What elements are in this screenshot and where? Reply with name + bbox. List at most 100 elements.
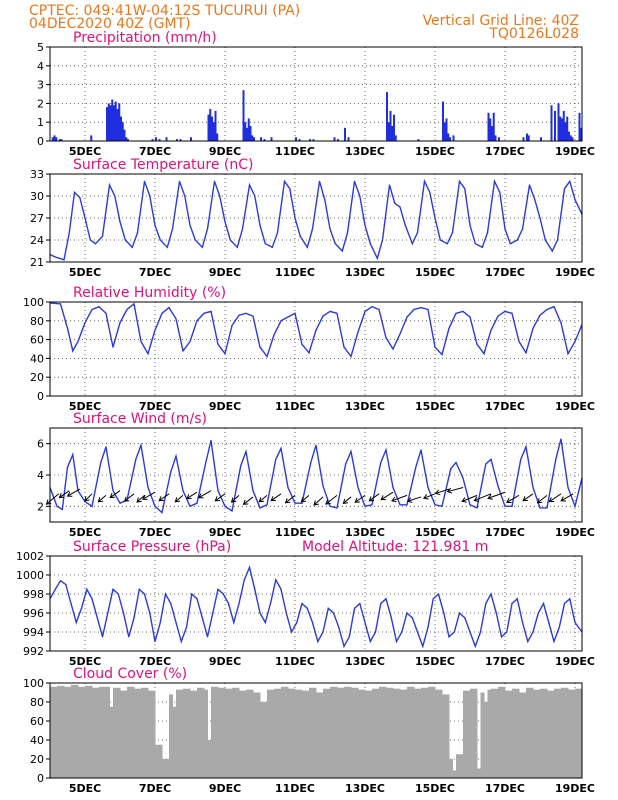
data-bar <box>155 744 163 778</box>
x-tick-label: 11DEC <box>275 400 315 413</box>
panel-annotation: Model Altitude: 121.981 m <box>302 539 488 555</box>
data-bar <box>260 702 268 778</box>
y-tick-label: 60 <box>30 334 44 347</box>
data-point <box>77 340 79 343</box>
data-point <box>569 180 571 182</box>
data-point <box>154 224 156 226</box>
data-point <box>341 250 343 252</box>
data-point <box>534 199 536 201</box>
data-point <box>343 346 345 348</box>
data-point <box>290 631 293 633</box>
wind-arrow-head <box>536 498 543 504</box>
data-point <box>427 626 429 628</box>
wind-arrow <box>46 493 60 505</box>
data-point <box>432 598 434 600</box>
data-point <box>245 450 247 453</box>
data-point <box>175 455 177 457</box>
data-bar <box>323 688 331 778</box>
data-bar <box>92 687 100 778</box>
data-point <box>159 621 161 624</box>
data-series-line <box>49 565 583 649</box>
data-bar <box>113 687 121 778</box>
data-point <box>189 505 191 507</box>
panel-6: Cloud Cover (%) 0 20 40 60 80 100 5DEC 7DEC 9DEC 1… <box>23 666 595 795</box>
data-point <box>334 243 336 245</box>
data-point <box>318 180 321 182</box>
data-point <box>311 228 314 230</box>
data-point <box>464 188 466 190</box>
wind-arrow <box>407 496 422 502</box>
data-bar <box>386 92 388 141</box>
x-tick-label: 9DEC <box>209 145 241 158</box>
wind-arrow-head <box>434 489 441 496</box>
data-point <box>252 490 254 492</box>
x-tick-label: 17DEC <box>485 400 525 413</box>
wind-arrow-head <box>136 497 142 503</box>
data-point <box>504 505 506 507</box>
y-tick-label: 24 <box>30 234 44 247</box>
data-point <box>497 315 499 317</box>
data-bar <box>155 137 157 141</box>
data-point <box>164 593 167 595</box>
data-point <box>180 640 182 643</box>
data-point <box>411 617 413 619</box>
x-tick-label: 15DEC <box>415 782 455 795</box>
data-bar <box>568 131 570 141</box>
data-point <box>100 461 102 464</box>
x-tick-label: 15DEC <box>415 655 455 668</box>
data-bar <box>55 137 58 141</box>
data-bar <box>302 690 310 778</box>
data-bar <box>71 684 79 778</box>
x-tick-label: 17DEC <box>485 655 525 668</box>
panel-title: Surface Temperature (nC) <box>73 157 254 173</box>
wind-arrow-head <box>313 500 319 506</box>
y-tick-label: 994 <box>23 626 44 639</box>
data-bar <box>270 137 273 141</box>
data-bar <box>267 689 275 778</box>
y-tick-label: 5 <box>37 41 44 54</box>
x-tick-label: 19DEC <box>555 145 595 158</box>
data-point <box>569 598 571 600</box>
data-point <box>381 239 384 241</box>
data-bar <box>540 688 548 778</box>
data-bar <box>58 139 61 141</box>
data-point <box>481 246 483 248</box>
data-point <box>275 579 277 581</box>
x-tick-label: 7DEC <box>139 782 171 795</box>
data-point <box>495 612 497 614</box>
panel-3: Relative Humidity (%) 0 20 40 60 80 100 5DEC 7DE… <box>23 285 595 413</box>
y-tick-label: 27 <box>30 212 44 225</box>
y-tick-label: 996 <box>23 607 44 620</box>
wind-arrow-head <box>406 497 413 503</box>
data-point <box>299 235 301 237</box>
panel-frame <box>49 173 583 263</box>
data-bar <box>211 686 219 778</box>
data-point <box>479 631 482 633</box>
data-bar <box>505 690 513 778</box>
data-bar <box>447 133 450 141</box>
x-tick-label: 7DEC <box>139 400 171 413</box>
data-point <box>240 465 242 467</box>
y-tick-label: 2 <box>37 500 44 513</box>
wind-arrow-head <box>58 493 65 499</box>
data-point <box>416 631 419 633</box>
data-point <box>119 221 121 223</box>
data-bar <box>435 689 443 778</box>
wind-arrow-head <box>391 496 397 503</box>
data-point <box>401 631 403 633</box>
data-bar <box>491 688 499 778</box>
data-point <box>185 626 188 628</box>
data-point <box>86 588 88 590</box>
data-point <box>98 306 100 308</box>
data-point <box>380 461 382 464</box>
data-point <box>248 184 251 186</box>
data-bar <box>225 688 233 778</box>
wind-arrow-head <box>258 497 265 503</box>
y-tick-label: 20 <box>30 371 44 384</box>
data-point <box>462 310 464 312</box>
data-bar <box>351 687 359 778</box>
wind-arrow-head <box>123 496 130 502</box>
data-bar <box>389 110 392 141</box>
data-bar <box>358 689 366 778</box>
data-point <box>539 217 541 219</box>
